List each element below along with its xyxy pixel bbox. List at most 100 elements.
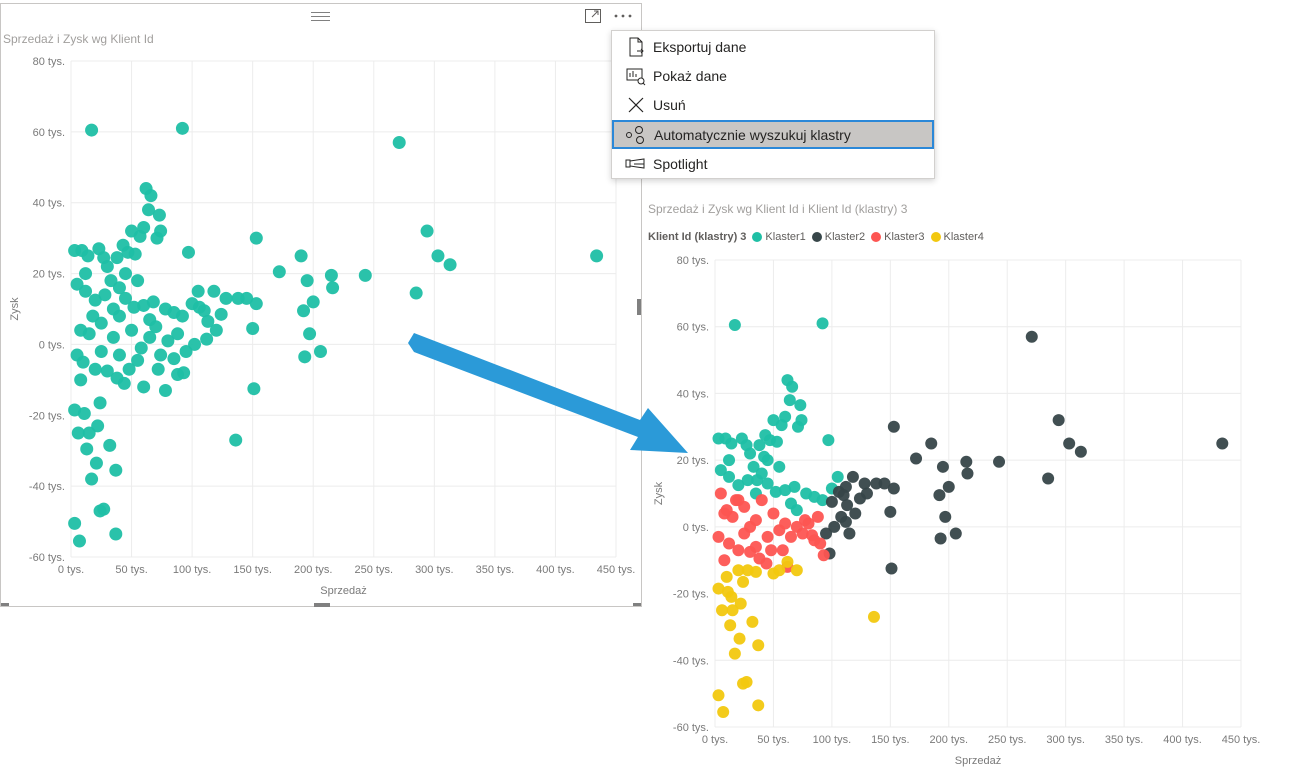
data-point[interactable] [86, 309, 100, 323]
data-point[interactable] [88, 362, 102, 376]
data-point-klaster2[interactable] [933, 489, 946, 502]
data-point[interactable] [154, 348, 168, 362]
data-point[interactable] [158, 383, 172, 397]
data-point[interactable] [324, 268, 338, 282]
data-point-klaster3[interactable] [738, 500, 751, 513]
menu-item-spotlight[interactable]: Spotlight [613, 149, 933, 178]
data-point-klaster4[interactable] [781, 555, 794, 568]
data-point-klaster2[interactable] [846, 470, 859, 483]
data-point[interactable] [131, 274, 145, 288]
data-point-klaster2[interactable] [936, 460, 949, 473]
data-point[interactable] [93, 504, 107, 518]
data-point[interactable] [100, 259, 114, 273]
data-point-klaster4[interactable] [790, 564, 803, 577]
data-point-klaster3[interactable] [723, 537, 736, 550]
data-point-klaster1[interactable] [795, 414, 808, 427]
data-point[interactable] [590, 249, 604, 263]
data-point[interactable] [177, 366, 191, 380]
data-point-klaster4[interactable] [752, 699, 765, 712]
data-point-klaster2[interactable] [942, 480, 955, 493]
data-point[interactable] [110, 371, 124, 385]
resize-handle-right[interactable] [637, 299, 641, 315]
data-point-klaster1[interactable] [816, 317, 829, 330]
data-point-klaster2[interactable] [887, 482, 900, 495]
data-point-klaster1[interactable] [747, 460, 760, 473]
data-point-klaster2[interactable] [885, 562, 898, 575]
data-point-klaster4[interactable] [712, 582, 725, 595]
data-point[interactable] [74, 323, 88, 337]
data-point[interactable] [71, 426, 85, 440]
data-point[interactable] [181, 245, 195, 259]
data-point-klaster2[interactable] [849, 507, 862, 520]
data-point-klaster2[interactable] [884, 505, 897, 518]
data-point[interactable] [88, 293, 102, 307]
data-point[interactable] [200, 332, 214, 346]
data-point-klaster1[interactable] [770, 435, 783, 448]
data-point[interactable] [100, 364, 114, 378]
data-point[interactable] [68, 516, 82, 530]
data-point[interactable] [167, 352, 181, 366]
data-point-klaster2[interactable] [934, 532, 947, 545]
data-point[interactable] [231, 291, 245, 305]
data-point[interactable] [128, 247, 142, 261]
data-point-klaster3[interactable] [738, 527, 751, 540]
data-point[interactable] [80, 442, 94, 456]
legend-item-klaster3[interactable]: Klaster3 [871, 231, 925, 243]
legend-item-klaster2[interactable]: Klaster2 [811, 231, 865, 243]
data-point[interactable] [272, 265, 286, 279]
data-point[interactable] [119, 267, 132, 281]
resize-handle-bottom-left[interactable] [1, 603, 9, 606]
data-point-klaster2[interactable] [837, 489, 850, 502]
data-point-klaster3[interactable] [814, 537, 827, 550]
data-point-klaster2[interactable] [949, 527, 962, 540]
data-point-klaster3[interactable] [811, 510, 824, 523]
data-point[interactable] [143, 330, 157, 344]
data-point-klaster4[interactable] [749, 565, 762, 578]
data-point[interactable] [106, 302, 120, 316]
data-point[interactable] [72, 534, 86, 548]
data-point-klaster2[interactable] [860, 487, 873, 500]
data-point[interactable] [175, 309, 189, 323]
data-point-klaster1[interactable] [723, 454, 736, 467]
data-point[interactable] [298, 350, 312, 364]
data-point-klaster3[interactable] [718, 507, 731, 520]
data-point-klaster1[interactable] [751, 474, 764, 487]
data-point-klaster2[interactable] [858, 477, 871, 490]
data-point-klaster1[interactable] [816, 494, 829, 507]
data-point[interactable] [151, 362, 165, 376]
data-point[interactable] [81, 249, 95, 263]
data-point[interactable] [191, 284, 205, 298]
data-point-klaster3[interactable] [730, 494, 743, 507]
data-point[interactable] [142, 203, 156, 217]
data-point[interactable] [246, 321, 260, 335]
data-point-klaster4[interactable] [737, 575, 750, 588]
data-point-klaster1[interactable] [761, 477, 774, 490]
data-point-klaster2[interactable] [828, 520, 841, 533]
data-point-klaster1[interactable] [773, 460, 786, 473]
data-point[interactable] [154, 224, 168, 238]
data-point[interactable] [247, 382, 261, 396]
data-point-klaster2[interactable] [1216, 437, 1229, 450]
data-point[interactable] [249, 297, 263, 311]
data-point[interactable] [443, 258, 457, 272]
data-point-klaster2[interactable] [820, 527, 833, 540]
data-point[interactable] [127, 300, 141, 314]
data-point-klaster2[interactable] [939, 510, 952, 523]
data-point-klaster1[interactable] [741, 474, 754, 487]
data-point[interactable] [146, 295, 160, 309]
data-point-klaster2[interactable] [825, 495, 838, 508]
data-point[interactable] [119, 291, 132, 305]
data-point-klaster2[interactable] [1025, 330, 1038, 343]
focus-mode-icon[interactable] [584, 7, 604, 25]
data-point-klaster4[interactable] [734, 597, 747, 610]
data-point-klaster4[interactable] [746, 615, 759, 628]
data-point-klaster3[interactable] [712, 530, 725, 543]
data-point-klaster2[interactable] [1074, 445, 1087, 458]
data-point[interactable] [209, 323, 223, 337]
data-point-klaster3[interactable] [732, 544, 745, 557]
data-point[interactable] [134, 341, 148, 355]
data-point[interactable] [313, 345, 327, 359]
data-point[interactable] [131, 353, 145, 367]
data-point[interactable] [94, 345, 108, 359]
data-point-klaster3[interactable] [760, 557, 773, 570]
